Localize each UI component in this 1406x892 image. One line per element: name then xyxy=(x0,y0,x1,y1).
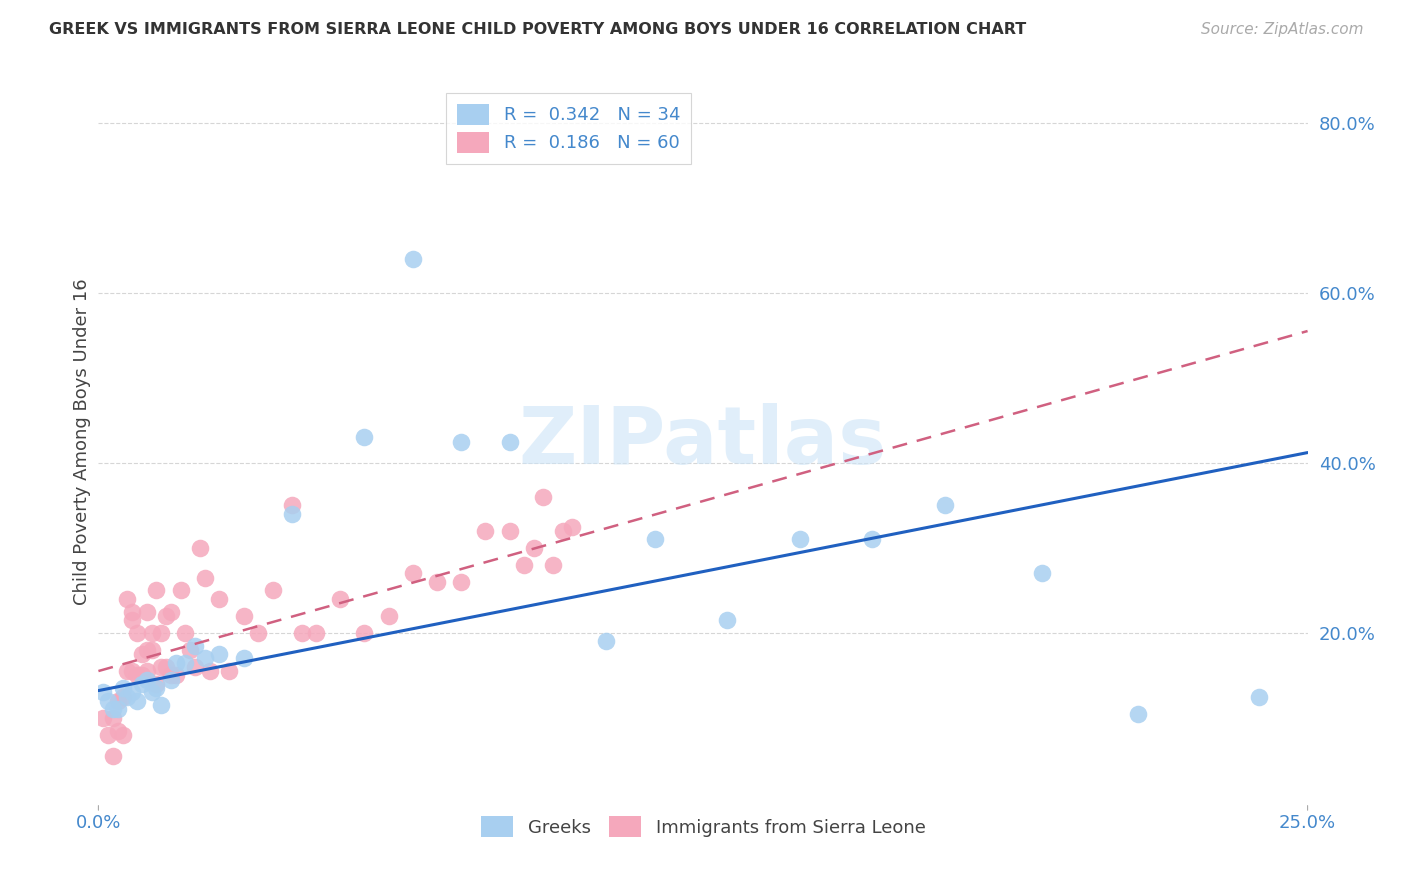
Point xyxy=(188,541,211,555)
Point xyxy=(531,490,554,504)
Point xyxy=(179,642,201,657)
Point xyxy=(174,656,197,670)
Point xyxy=(426,574,449,589)
Point xyxy=(498,524,520,538)
Point xyxy=(101,749,124,764)
Point xyxy=(145,681,167,695)
Point xyxy=(561,519,583,533)
Point xyxy=(513,558,536,572)
Point xyxy=(218,664,240,678)
Point xyxy=(595,634,617,648)
Point xyxy=(117,690,139,704)
Point xyxy=(551,524,574,538)
Point xyxy=(1031,566,1053,581)
Point xyxy=(145,677,167,691)
Point xyxy=(155,608,177,623)
Point xyxy=(141,642,163,657)
Point xyxy=(716,613,738,627)
Text: GREEK VS IMMIGRANTS FROM SIERRA LEONE CHILD POVERTY AMONG BOYS UNDER 16 CORRELAT: GREEK VS IMMIGRANTS FROM SIERRA LEONE CH… xyxy=(49,22,1026,37)
Point xyxy=(194,651,217,665)
Point xyxy=(131,677,153,691)
Point xyxy=(305,625,328,640)
Point xyxy=(232,651,254,665)
Point xyxy=(208,647,231,661)
Point xyxy=(281,507,304,521)
Point xyxy=(135,642,157,657)
Point xyxy=(789,533,811,547)
Point xyxy=(121,685,143,699)
Point xyxy=(121,605,143,619)
Point xyxy=(97,728,120,742)
Point xyxy=(160,668,183,682)
Point xyxy=(131,647,153,661)
Point xyxy=(247,625,270,640)
Point xyxy=(353,430,375,444)
Point xyxy=(169,583,191,598)
Point xyxy=(198,664,221,678)
Point xyxy=(141,625,163,640)
Point xyxy=(111,728,134,742)
Point xyxy=(107,694,129,708)
Point xyxy=(353,625,375,640)
Point xyxy=(141,685,163,699)
Point xyxy=(150,698,173,712)
Point xyxy=(498,434,520,449)
Point xyxy=(165,656,187,670)
Point xyxy=(121,613,143,627)
Point xyxy=(111,681,134,695)
Point xyxy=(131,668,153,682)
Point xyxy=(117,591,139,606)
Point xyxy=(1128,706,1150,721)
Point xyxy=(262,583,284,598)
Point xyxy=(145,583,167,598)
Point xyxy=(194,570,217,584)
Point xyxy=(290,625,312,640)
Point xyxy=(150,660,173,674)
Point xyxy=(232,608,254,623)
Point xyxy=(97,694,120,708)
Point xyxy=(184,660,207,674)
Point xyxy=(450,574,472,589)
Text: Source: ZipAtlas.com: Source: ZipAtlas.com xyxy=(1201,22,1364,37)
Point xyxy=(127,668,149,682)
Point xyxy=(101,711,124,725)
Point xyxy=(934,498,956,512)
Point xyxy=(474,524,496,538)
Point xyxy=(281,498,304,512)
Point xyxy=(91,711,114,725)
Point xyxy=(135,673,157,687)
Point xyxy=(523,541,546,555)
Point xyxy=(644,533,666,547)
Point xyxy=(402,252,425,266)
Point xyxy=(101,702,124,716)
Point xyxy=(860,533,883,547)
Point xyxy=(117,664,139,678)
Point xyxy=(127,625,149,640)
Point xyxy=(107,723,129,738)
Point xyxy=(1249,690,1271,704)
Point xyxy=(184,639,207,653)
Point xyxy=(155,660,177,674)
Point xyxy=(160,605,183,619)
Point xyxy=(208,591,231,606)
Point xyxy=(160,673,183,687)
Text: ZIPatlas: ZIPatlas xyxy=(519,402,887,481)
Y-axis label: Child Poverty Among Boys Under 16: Child Poverty Among Boys Under 16 xyxy=(73,278,91,605)
Point xyxy=(121,664,143,678)
Point xyxy=(329,591,352,606)
Point xyxy=(111,690,134,704)
Point xyxy=(450,434,472,449)
Point xyxy=(127,694,149,708)
Point xyxy=(135,605,157,619)
Point xyxy=(174,625,197,640)
Point xyxy=(150,625,173,640)
Point xyxy=(402,566,425,581)
Point xyxy=(107,702,129,716)
Point xyxy=(135,664,157,678)
Point xyxy=(377,608,399,623)
Point xyxy=(541,558,564,572)
Legend: Greeks, Immigrants from Sierra Leone: Greeks, Immigrants from Sierra Leone xyxy=(474,809,932,845)
Point xyxy=(165,668,187,682)
Point xyxy=(91,685,114,699)
